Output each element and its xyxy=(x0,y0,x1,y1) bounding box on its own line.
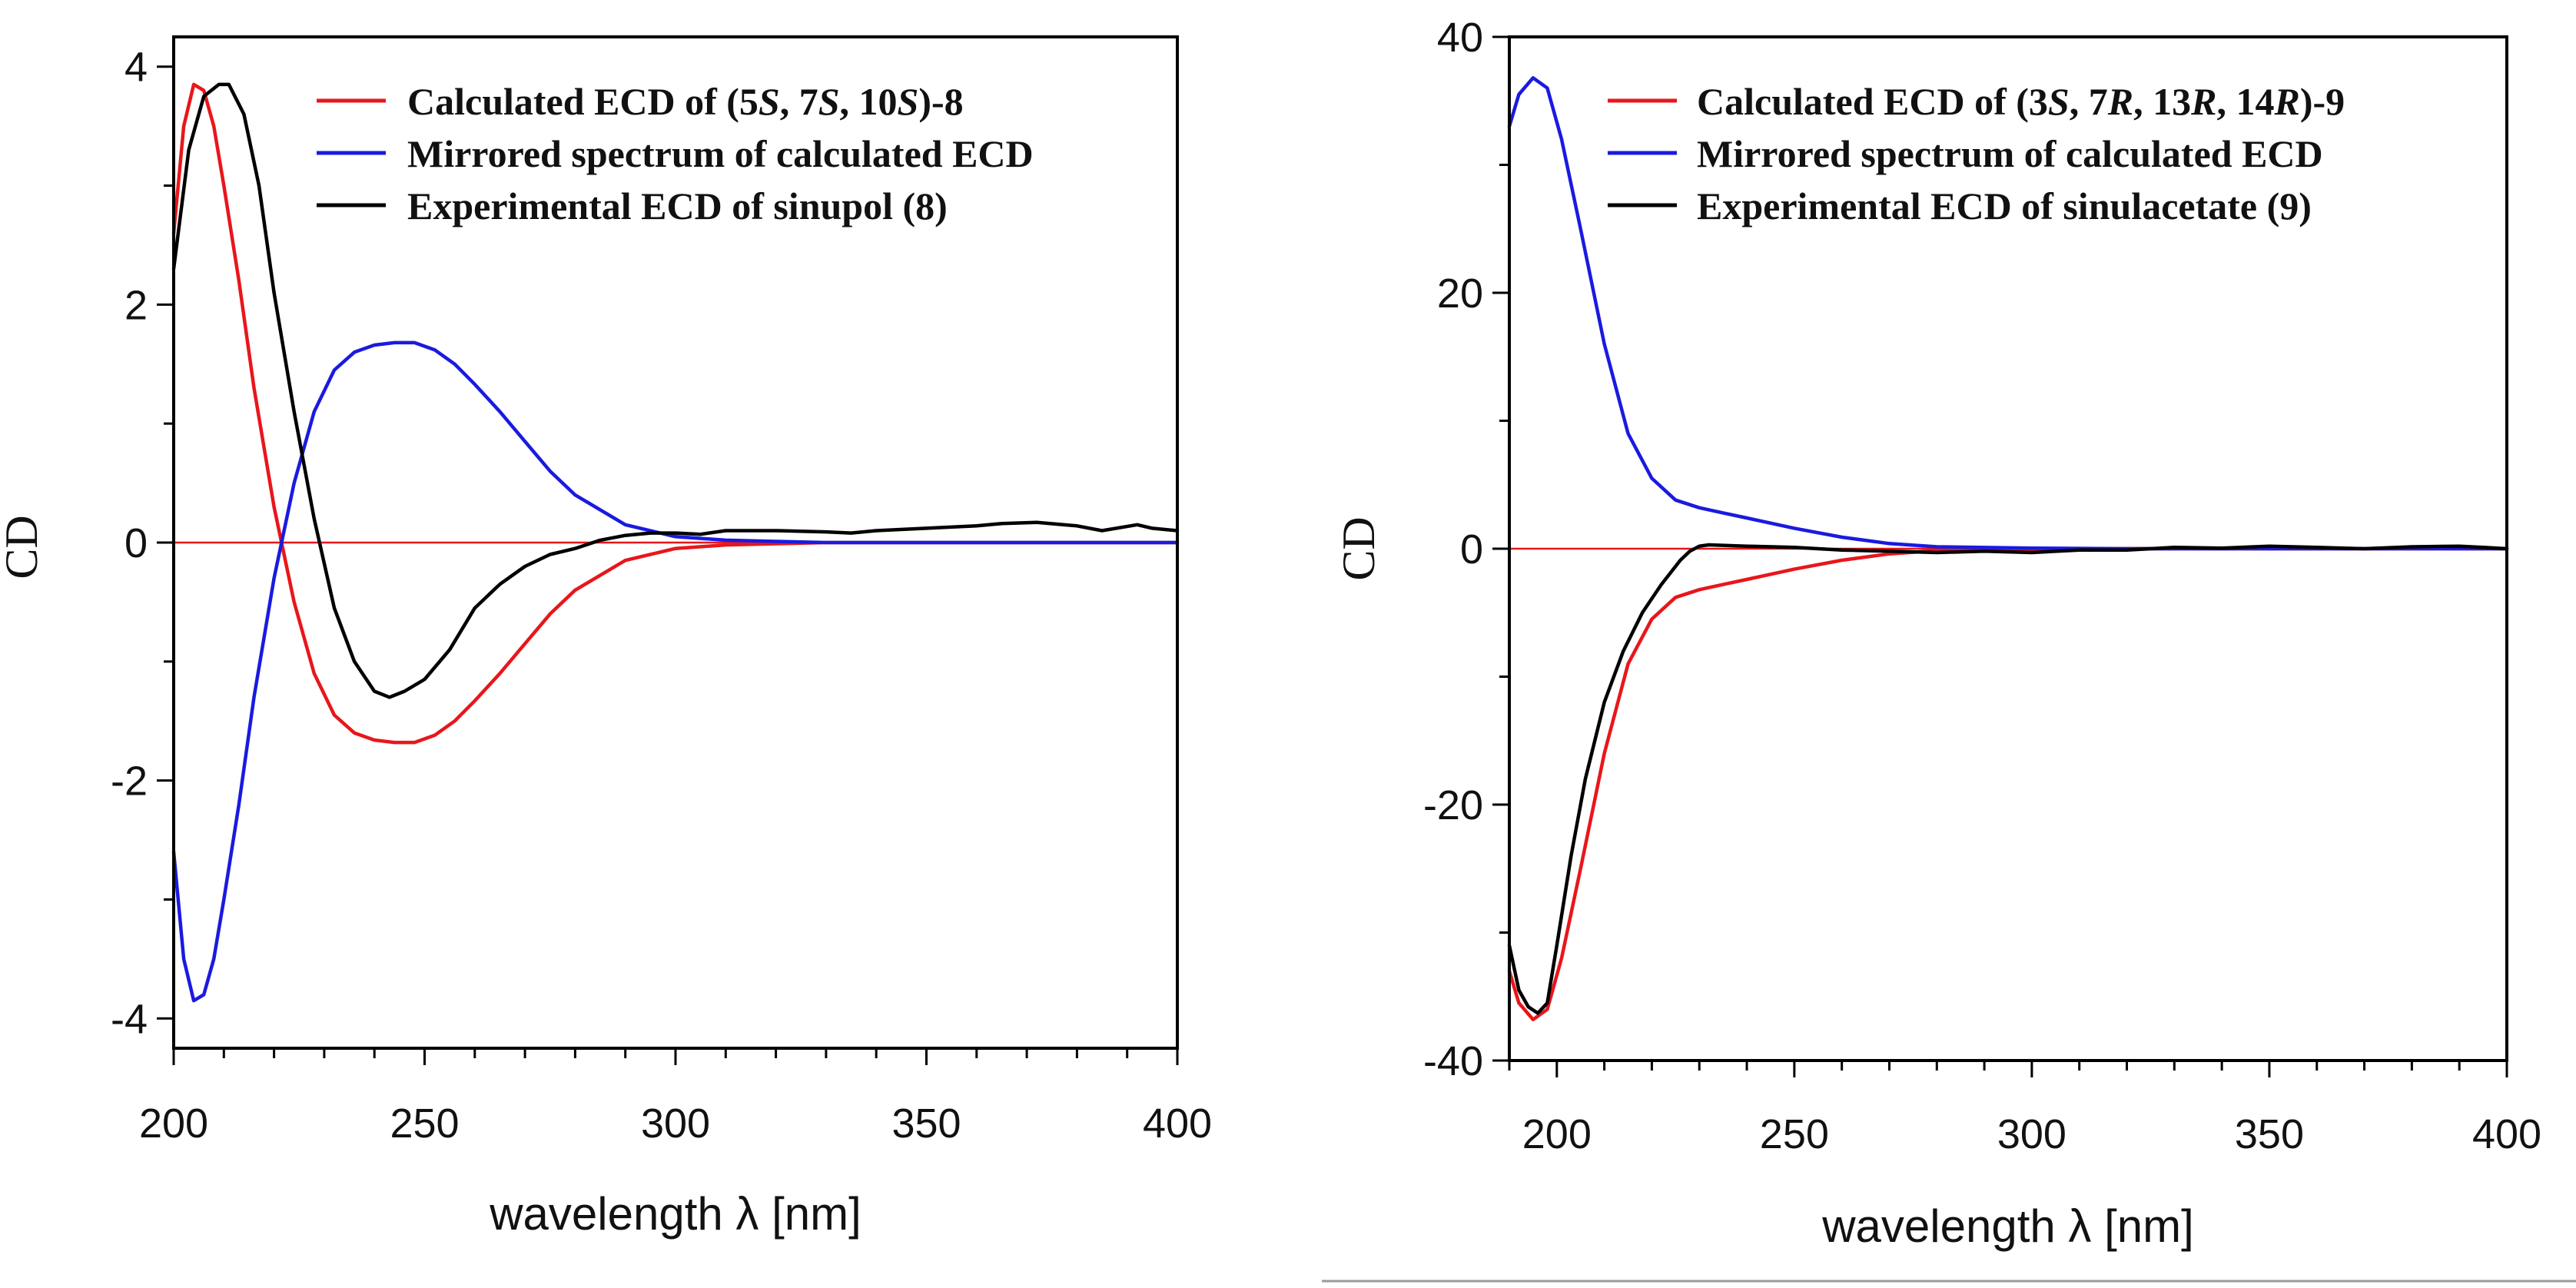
x-tick-label: 400 xyxy=(2472,1111,2541,1157)
x-axis-title: wavelength λ [nm] xyxy=(1821,1200,2194,1252)
series-line-1 xyxy=(1507,546,2509,1021)
x-tick-label: 350 xyxy=(891,1100,961,1147)
y-axis-title: CD xyxy=(0,515,47,579)
legend-entry-label: Calculated ECD of (5S, 7S, 10S)-8 xyxy=(407,80,964,123)
x-tick-label: 300 xyxy=(1997,1111,2066,1157)
left-chart-panel: 200 250 300 350 400 -4 -2 0 2 4 wavelength λ [nm] C… xyxy=(0,35,1212,1240)
x-tick-label: 250 xyxy=(1760,1111,1829,1157)
legend-entry-label: Experimental ECD of sinupol (8) xyxy=(407,184,948,227)
series-line-2 xyxy=(171,340,1180,1003)
x-tick-label: 250 xyxy=(390,1100,459,1147)
series-line-1 xyxy=(171,82,1180,745)
x-tick-label: 400 xyxy=(1143,1100,1212,1147)
x-tick-label: 350 xyxy=(2235,1111,2304,1157)
legend-entry-label: Experimental ECD of sinulacetate (9) xyxy=(1697,184,2312,227)
series-line-3 xyxy=(1507,543,2509,1015)
y-tick-label: 4 xyxy=(124,45,148,91)
y-tick-label: -20 xyxy=(1423,782,1483,828)
legend: Calculated ECD of (5S, 7S, 10S)-8 Mirrore… xyxy=(317,80,1034,227)
y-tick-label: -40 xyxy=(1423,1038,1483,1084)
series-line-3 xyxy=(171,82,1180,699)
legend-entry-label: Mirrored spectrum of calculated ECD xyxy=(407,132,1034,175)
legend-entry-label: Calculated ECD of (3S, 7R, 13R, 14R)-9 xyxy=(1697,80,2345,123)
y-tick-label: 40 xyxy=(1437,15,1483,61)
x-tick-label: 300 xyxy=(641,1100,710,1147)
y-axis-title: CD xyxy=(1333,516,1384,580)
y-tick-label: -2 xyxy=(111,759,148,805)
x-tick-label: 200 xyxy=(1522,1111,1592,1157)
legend: Calculated ECD of (3S, 7R, 13R, 14R)-9 Mi… xyxy=(1608,80,2345,227)
x-axis-title: wavelength λ [nm] xyxy=(489,1188,861,1240)
right-chart-panel: 200 250 300 350 400 -40 -20 0 20 40 wavelength λ [… xyxy=(1333,15,2541,1252)
y-tick-label: 0 xyxy=(1460,526,1483,573)
y-tick-label: 0 xyxy=(124,520,148,566)
y-tick-label: 20 xyxy=(1437,271,1483,317)
series-line-2 xyxy=(1507,76,2509,551)
y-tick-label: 2 xyxy=(124,282,148,328)
x-tick-label: 200 xyxy=(139,1100,208,1147)
y-tick-label: -4 xyxy=(111,996,148,1042)
legend-entry-label: Mirrored spectrum of calculated ECD xyxy=(1697,132,2323,175)
